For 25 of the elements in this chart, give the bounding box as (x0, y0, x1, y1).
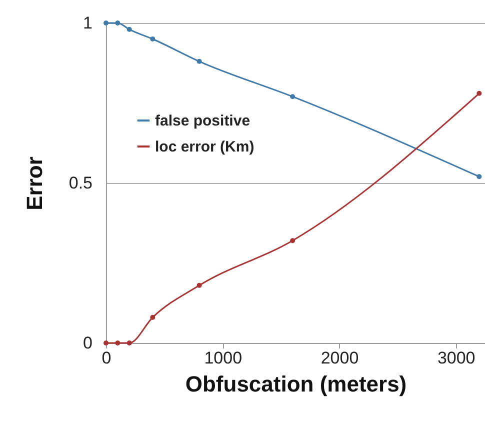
x-tick-label: 0 (102, 348, 112, 368)
point (150, 314, 156, 320)
y-axis-title: Error (22, 156, 47, 210)
point (115, 340, 120, 346)
y-tick-label: 1 (83, 14, 92, 32)
point (126, 340, 132, 346)
point (115, 20, 120, 26)
point (104, 20, 108, 26)
point (290, 238, 296, 244)
y-tick-label: 0.5 (68, 174, 92, 192)
x-axis-title: Obfuscation (meters) (185, 372, 407, 396)
point (476, 174, 482, 180)
point (196, 58, 202, 64)
y-tick-label: 0 (83, 334, 92, 352)
point (150, 36, 156, 42)
point (104, 340, 108, 346)
x-tick-label: 1000 (204, 348, 242, 368)
point (290, 94, 296, 100)
point (126, 26, 132, 32)
point (196, 282, 202, 288)
legend-label: false positive (155, 112, 250, 130)
legend-label: loc error (Km) (155, 138, 254, 156)
x-tick-label: 2000 (320, 348, 359, 368)
x-tick-label: 3000 (437, 348, 476, 368)
point (476, 90, 482, 96)
